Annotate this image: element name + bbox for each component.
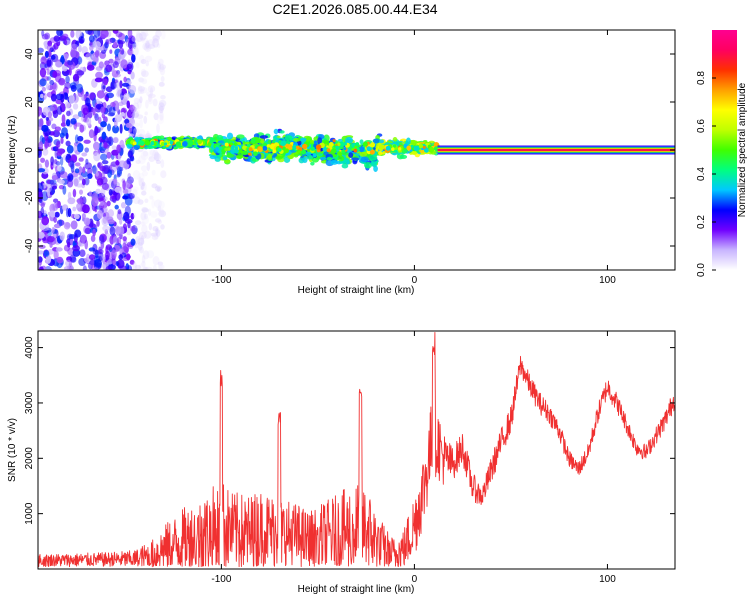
snr-panel: -100 0 100 1000 2000 3000 4000 Height of stra… bbox=[7, 330, 676, 595]
spectrogram-x-tick-label: 0 bbox=[412, 275, 418, 286]
spectrogram-x-label: Height of straight line (km) bbox=[298, 285, 415, 296]
spectrogram-y-label: Frequency (Hz) bbox=[7, 116, 18, 185]
spectrogram-feature-scatter-band bbox=[376, 137, 442, 160]
colorbar-gradient bbox=[712, 30, 737, 270]
spectrogram-y-tick-label: 0 bbox=[24, 147, 35, 153]
snr-y-tick-label: 2000 bbox=[24, 447, 35, 470]
snr-y-label: SNR (10 * v/v) bbox=[7, 418, 18, 482]
snr-x-tick-label: 100 bbox=[599, 574, 616, 585]
snr-frame bbox=[37, 330, 676, 570]
colorbar-tick-label: 0.8 bbox=[696, 71, 707, 85]
chart-title: C2E1.2026.085.00.44.E34 bbox=[272, 1, 437, 17]
colorbar-label: Normalized spectral amplitude bbox=[737, 82, 748, 217]
colorbar-ticks: 0.0 0.2 0.4 0.6 0.8 bbox=[696, 71, 716, 277]
snr-x-tick-label: 0 bbox=[412, 574, 418, 585]
snr-x-ticks: -100 0 100 bbox=[211, 331, 616, 585]
spectrogram-feature-steady-line bbox=[437, 145, 675, 155]
spectrogram-y-tick-label: 20 bbox=[24, 96, 35, 108]
snr-y-tick-label: 3000 bbox=[24, 391, 35, 414]
spectrogram-x-tick-label: -100 bbox=[211, 275, 231, 286]
colorbar: 0.0 0.2 0.4 0.6 0.8 Normalized spectral ampl… bbox=[696, 30, 748, 277]
spectrogram-y-tick-label: -20 bbox=[24, 190, 35, 205]
spectrogram-y-tick-label: 40 bbox=[24, 48, 35, 60]
colorbar-tick-label: 0.2 bbox=[696, 215, 707, 229]
snr-x-tick-label: -100 bbox=[211, 574, 231, 585]
spectrogram-x-tick-label: 100 bbox=[599, 275, 616, 286]
spectrogram-y-tick-label: -40 bbox=[24, 238, 35, 253]
snr-y-ticks: 1000 2000 3000 4000 bbox=[24, 336, 675, 525]
spectrogram-feature-noise bbox=[38, 30, 138, 270]
spectrogram-panel: -100 0 100 -40 -20 0 20 40 Height of straight … bbox=[7, 29, 676, 296]
spectrogram-content bbox=[38, 30, 675, 270]
snr-content bbox=[38, 331, 675, 568]
snr-series-line bbox=[38, 331, 675, 568]
snr-x-label: Height of straight line (km) bbox=[298, 584, 415, 595]
snr-y-tick-label: 1000 bbox=[24, 502, 35, 525]
spectrogram-x-ticks: -100 0 100 bbox=[211, 30, 616, 286]
snr-y-tick-label: 4000 bbox=[24, 336, 35, 359]
spectrogram-feature-scatter-band bbox=[125, 135, 216, 151]
colorbar-tick-label: 0.4 bbox=[696, 167, 707, 181]
spectrogram-feature-scatter-band bbox=[207, 128, 383, 173]
colorbar-tick-label: 0.6 bbox=[696, 119, 707, 133]
colorbar-tick-label: 0.0 bbox=[696, 263, 707, 277]
spectrogram-y-ticks: -40 -20 0 20 40 bbox=[24, 48, 675, 253]
